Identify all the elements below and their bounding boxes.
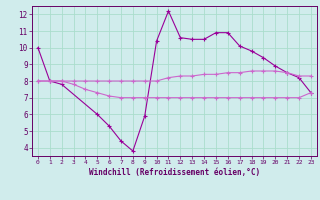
X-axis label: Windchill (Refroidissement éolien,°C): Windchill (Refroidissement éolien,°C) — [89, 168, 260, 177]
